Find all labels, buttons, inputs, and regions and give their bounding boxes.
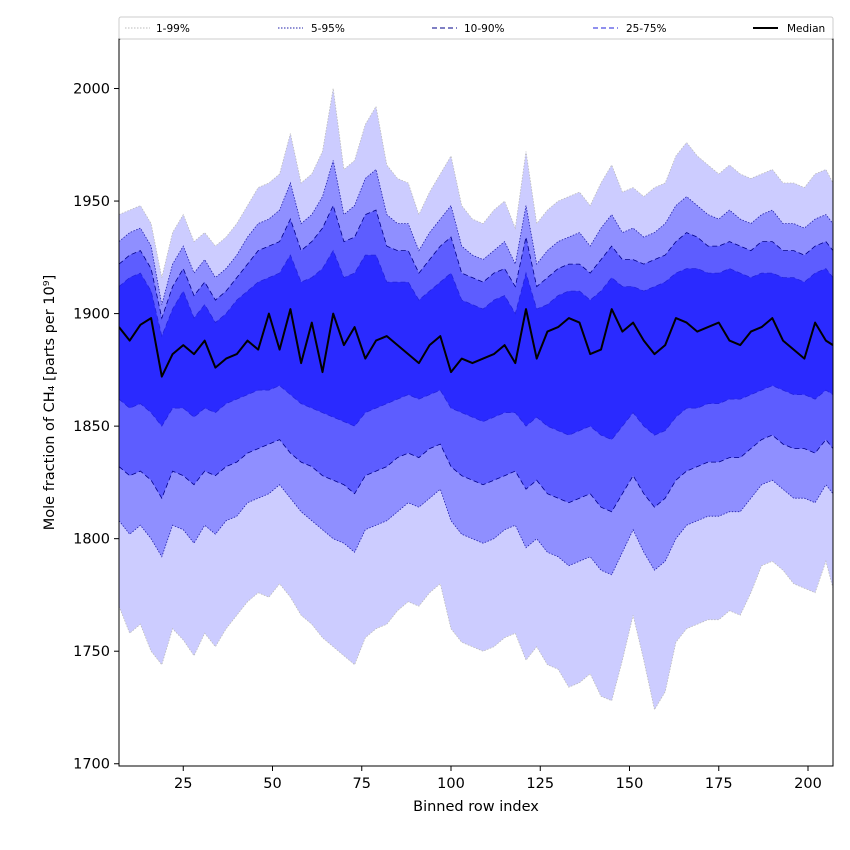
legend-label: 1-99% <box>156 23 190 35</box>
x-tick-label: 25 <box>174 776 192 792</box>
legend-item-10-90%: 10-90% <box>432 23 505 35</box>
legend-label: 5-95% <box>311 23 345 35</box>
band-25-75% <box>119 250 833 440</box>
legend-item-5-95%: 5-95% <box>278 23 345 35</box>
band-5-95%-upper-line <box>119 160 833 305</box>
median-line <box>119 308 833 378</box>
band-25-75%-lower-line <box>119 385 833 441</box>
y-tick-label: 1950 <box>73 194 110 210</box>
band-10-90%-upper-line <box>119 204 833 320</box>
band-10-90%-lower-line <box>119 434 833 513</box>
band-1-99%-upper-line <box>119 88 833 278</box>
legend-frame <box>118 16 834 40</box>
x-tick-label: 200 <box>794 776 822 792</box>
x-tick-label: 150 <box>616 776 644 792</box>
y-axis: 1700 1750 1800 1850 1900 1950 2000 <box>73 82 119 773</box>
legend-item-1-99%: 1-99% <box>125 23 190 35</box>
legend: 1-99% 5-95% 10-90% 25-75% Median <box>118 16 834 40</box>
y-tick-label: 1850 <box>73 419 110 435</box>
band-5-95%-lower-line <box>119 479 833 576</box>
y-axis-label: Mole fraction of CH₄ [parts per 10⁹] <box>42 275 58 530</box>
y-tick-label: 2000 <box>73 82 110 98</box>
x-tick-label: 75 <box>353 776 371 792</box>
legend-item-25-75%: 25-75% <box>593 23 667 35</box>
y-tick-label: 1700 <box>73 757 110 773</box>
y-tick-label: 1900 <box>73 307 110 323</box>
legend-label: 10-90% <box>464 23 505 35</box>
legend-label: Median <box>787 23 825 35</box>
x-tick-label: 50 <box>263 776 281 792</box>
plot-area <box>119 88 833 711</box>
x-tick-label: 125 <box>526 776 554 792</box>
y-tick-label: 1750 <box>73 644 110 660</box>
x-tick-label: 175 <box>705 776 733 792</box>
band-25-75%-upper-line <box>119 249 833 338</box>
legend-item-Median: Median <box>753 23 825 35</box>
x-axis-label: Binned row index <box>413 799 539 815</box>
x-axis: 25 50 75 100 125 150 175 200 <box>174 766 822 792</box>
legend-label: 25-75% <box>626 23 667 35</box>
y-tick-label: 1800 <box>73 532 110 548</box>
x-tick-label: 100 <box>437 776 465 792</box>
